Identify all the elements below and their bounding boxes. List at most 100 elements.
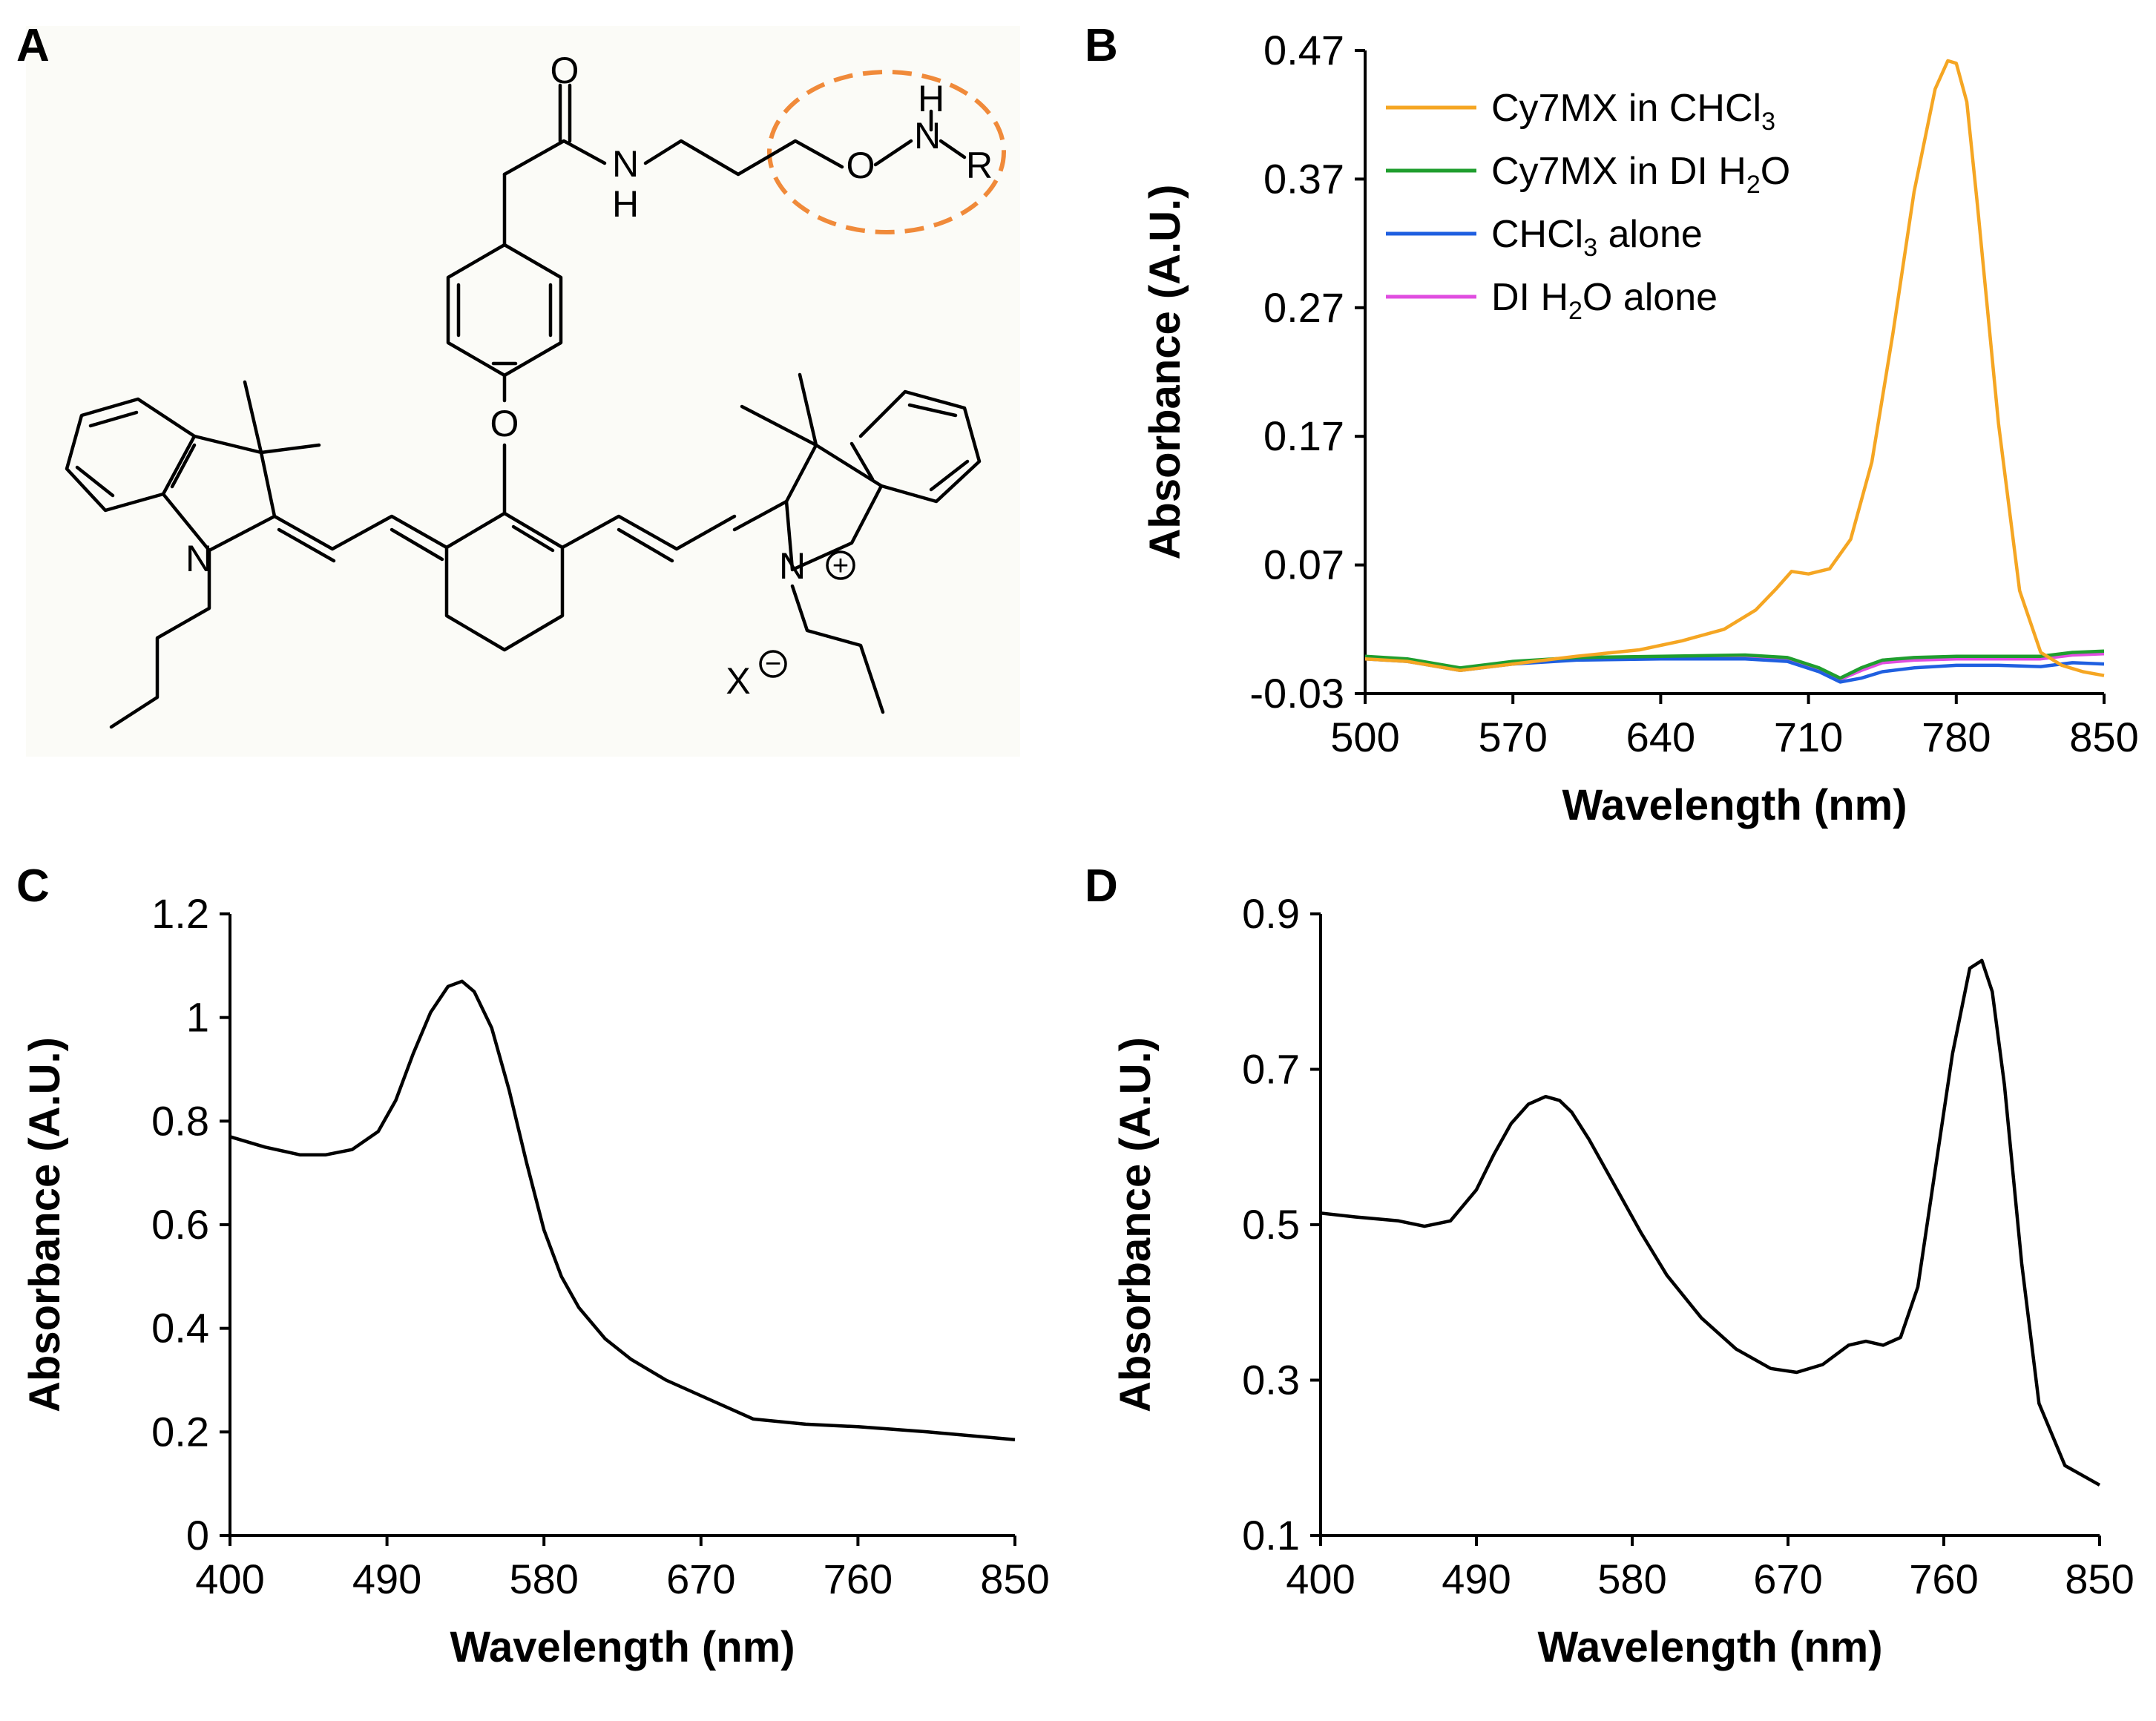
b-x-tick-label: 640 <box>1626 714 1695 760</box>
c-y-tick-label: 0.4 <box>151 1305 209 1352</box>
atom-n-aminooxy: N <box>914 115 941 157</box>
panel-a: A <box>16 20 1020 757</box>
panel-label-b: B <box>1085 20 1118 71</box>
d-y-tick-label: 0.5 <box>1242 1201 1300 1248</box>
b-x-axis-title: Wavelength (nm) <box>1562 781 1907 829</box>
atom-o-ether: O <box>490 403 519 444</box>
right-gem-dimethyl <box>740 372 818 447</box>
d-x-tick-label: 670 <box>1753 1556 1822 1602</box>
b-legend-label-0: Cy7MX in CHCl3 <box>1491 87 1775 136</box>
left-benzo-ring <box>65 397 197 513</box>
amide-bonds <box>502 139 607 177</box>
right-benzo-ring <box>858 389 982 504</box>
chart-c: Absorbance (A.U.) Wavelength (nm) 0 0.2 0.… <box>21 890 1050 1671</box>
d-x-tick-label: 490 <box>1442 1556 1511 1602</box>
right-five-ring <box>784 443 884 572</box>
chart-d: Absorbance (A.U.) Wavelength (nm) 0.1 0.3… <box>1111 890 2134 1671</box>
positive-charge-sign: + <box>832 550 849 582</box>
panel-label-c: C <box>16 860 50 912</box>
structure-background <box>26 26 1020 757</box>
c-x-axis-title: Wavelength (nm) <box>450 1623 795 1671</box>
atom-o-aminooxy: O <box>847 145 875 186</box>
atom-n-left: N <box>185 538 212 579</box>
panel-label-a: A <box>16 20 50 71</box>
left-five-ring <box>161 434 277 553</box>
b-legend-label-2: CHCl3 alone <box>1491 213 1703 262</box>
negative-charge-sign: − <box>765 648 781 679</box>
o-n-bond <box>873 139 913 167</box>
b-legend-label-3: DI H2O alone <box>1491 276 1718 325</box>
right-methine-chain <box>560 514 737 551</box>
c-x-tick-label: 850 <box>980 1556 1049 1602</box>
b-y-tick-label: 0.17 <box>1263 412 1344 459</box>
d-y-tick-label: 0.1 <box>1242 1512 1300 1559</box>
d-x-axis-title: Wavelength (nm) <box>1537 1623 1882 1671</box>
d-series-line-0 <box>1320 958 2101 1487</box>
c-x-tick-label: 400 <box>195 1556 264 1602</box>
left-propyl <box>109 548 211 729</box>
c-y-tick-label: 1.2 <box>151 890 209 937</box>
b-x-tick-label: 850 <box>2069 714 2138 760</box>
d-y-axis-title: Absorbance (A.U.) <box>1111 1037 1160 1412</box>
b-y-axis-title: Absorbance (A.U.) <box>1141 185 1189 560</box>
c-x-tick-label: 580 <box>509 1556 578 1602</box>
chart-b: Absorbance (A.U.) Wavelength (nm) Cy7MX … <box>1141 27 2139 829</box>
d-x-tick-label: 580 <box>1597 1556 1666 1602</box>
d-x-tick-label: 850 <box>2065 1556 2134 1602</box>
c-y-tick-label: 0.2 <box>151 1408 209 1455</box>
b-y-tick-label: -0.03 <box>1249 670 1344 717</box>
b-series-line-0 <box>1364 59 2105 677</box>
b-series-line-1 <box>1364 649 2105 680</box>
c-y-tick-label: 0 <box>186 1512 209 1559</box>
chemical-structure: O N H O N N + O N H R X − <box>65 50 1006 729</box>
atom-h-aminooxy: H <box>918 78 944 119</box>
panel-label-d: D <box>1085 860 1118 912</box>
atom-n-amide: N <box>612 143 639 185</box>
d-y-tick-label: 0.7 <box>1242 1046 1300 1093</box>
b-x-tick-label: 570 <box>1478 714 1547 760</box>
n-r-bond <box>939 139 967 159</box>
negative-charge-circle <box>759 650 787 678</box>
right-methine-double <box>617 499 789 563</box>
b-x-tick-label: 780 <box>1922 714 1991 760</box>
panel-d: D Absorbance (A.U.) Wavelength (nm) 0.1 0… <box>1085 860 2134 1671</box>
d-y-tick-label: 0.3 <box>1242 1357 1300 1404</box>
panel-c: C Absorbance (A.U.) Wavelength (nm) 0 0.2… <box>16 860 1050 1671</box>
left-methine-double <box>277 527 444 563</box>
panel-b: B Absorbance (A.U.) Wavelength (nm) Cy7M… <box>1085 20 2139 829</box>
c-x-tick-label: 670 <box>666 1556 735 1602</box>
d-x-tick-label: 760 <box>1909 1556 1978 1602</box>
right-propyl <box>790 584 885 714</box>
b-y-tick-label: 0.47 <box>1263 27 1344 73</box>
b-legend-label-1: Cy7MX in DI H2O <box>1491 150 1790 199</box>
c-y-tick-label: 1 <box>186 994 209 1041</box>
b-y-tick-label: 0.27 <box>1263 284 1344 331</box>
left-benzo-inner <box>75 410 197 498</box>
atom-h-amide: H <box>612 183 639 225</box>
aminooxy-highlight-ellipse <box>767 70 1006 234</box>
phenylene-ring-inner <box>456 283 553 366</box>
propyl-linker <box>643 139 844 177</box>
cyclohexene-double <box>511 524 555 553</box>
b-series-line-2 <box>1364 657 2105 684</box>
d-x-tick-label: 400 <box>1286 1556 1355 1602</box>
b-x-tick-label: 710 <box>1774 714 1843 760</box>
c-y-axis-title: Absorbance (A.U.) <box>21 1037 69 1412</box>
left-methine-chain <box>272 514 449 551</box>
atom-n-right: N <box>779 545 806 587</box>
d-y-tick-label: 0.9 <box>1242 890 1300 937</box>
c-x-tick-label: 490 <box>352 1556 421 1602</box>
b-y-tick-label: 0.07 <box>1263 542 1344 588</box>
counterion-x: X <box>726 660 750 702</box>
b-legend: Cy7MX in CHCl3 Cy7MX in DI H2O CHCl3 alo… <box>1386 87 1790 325</box>
atom-o-carbonyl: O <box>550 50 579 91</box>
positive-charge-circle <box>826 550 855 580</box>
c-series-line-0 <box>229 979 1016 1442</box>
b-x-tick-label: 500 <box>1330 714 1399 760</box>
c-y-tick-label: 0.6 <box>151 1201 209 1248</box>
r-group: R <box>966 145 993 186</box>
right-benzo-inner <box>849 403 970 492</box>
b-y-tick-label: 0.37 <box>1263 155 1344 202</box>
c-y-tick-label: 0.8 <box>151 1097 209 1144</box>
